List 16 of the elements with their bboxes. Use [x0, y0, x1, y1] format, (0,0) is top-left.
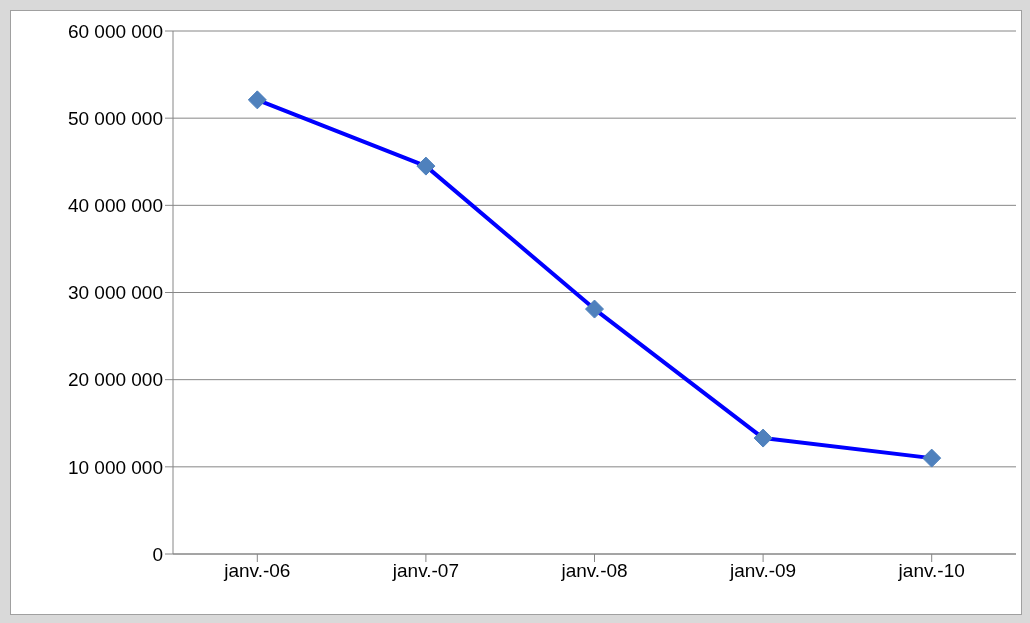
y-tick-label: 10 000 000: [67, 456, 163, 478]
y-tick-label: 60 000 000: [67, 20, 163, 42]
x-tick-label: janv.-07: [391, 560, 459, 582]
point: [585, 299, 604, 319]
x-tick-label: janv.-09: [729, 560, 797, 582]
y-tick-label: 0: [152, 543, 163, 565]
point: [753, 428, 773, 448]
point: [922, 448, 942, 468]
y-tick-label: 30 000 000: [67, 282, 163, 304]
y-tick-label: 20 000 000: [67, 369, 163, 391]
y-tick-label: 50 000 000: [67, 107, 163, 129]
y-tick-label: 40 000 000: [67, 195, 163, 217]
point: [247, 90, 267, 110]
x-tick-label: janv.-10: [897, 560, 965, 582]
x-tick-label: janv.-06: [223, 560, 291, 582]
x-tick-label: janv.-08: [560, 560, 628, 582]
